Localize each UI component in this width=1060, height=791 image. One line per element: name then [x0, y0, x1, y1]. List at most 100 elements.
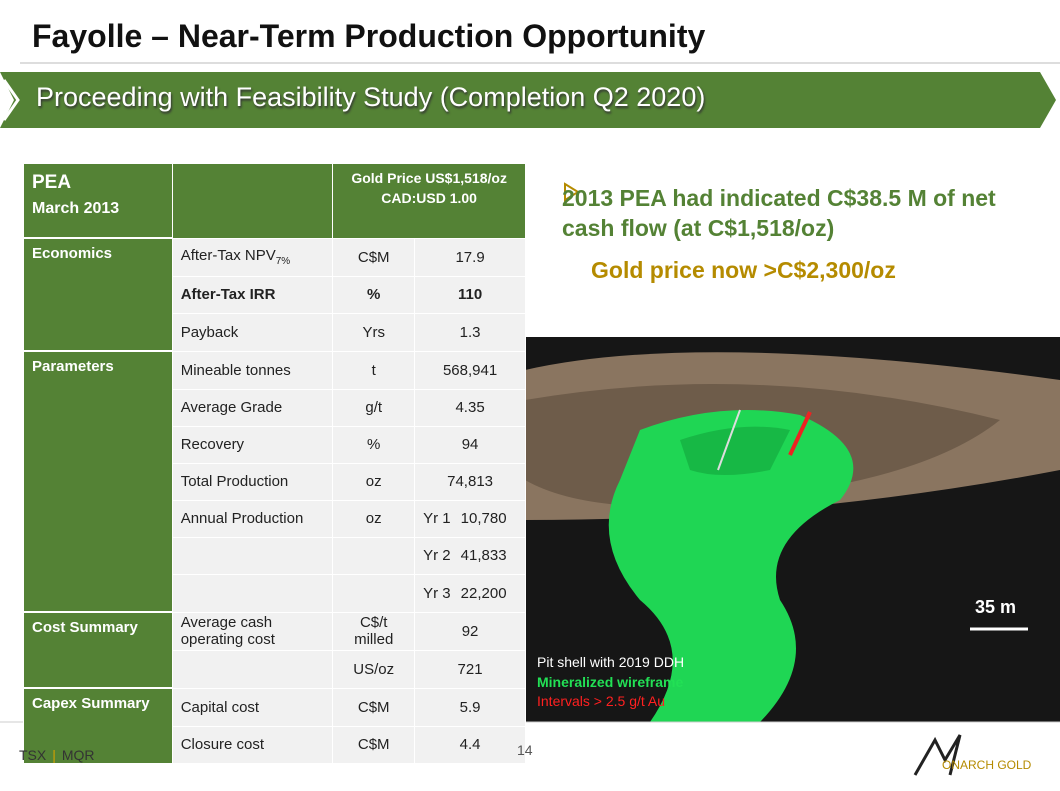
banner-shape	[0, 72, 1056, 128]
value-cell: 568,941	[414, 350, 526, 390]
bullet-arrow	[564, 182, 580, 202]
legend-pit: Pit shell with 2019 DDH	[537, 654, 685, 670]
year-label: Yr 3	[423, 584, 451, 602]
legend-intervals: Intervals > 2.5 g/t Au	[537, 693, 666, 709]
unit-cell: t	[332, 350, 416, 390]
table-row: Total Production oz 74,813	[23, 462, 526, 501]
table-row: Payback Yrs 1.3	[23, 312, 526, 352]
section-cell	[23, 276, 173, 313]
section-cell	[23, 537, 173, 574]
header-cell	[171, 163, 334, 239]
drill-interval	[788, 411, 812, 456]
value: 1.3	[459, 323, 481, 341]
pea-table: PEA March 2013 Gold Price US$1,518/oz CAD:…	[23, 163, 526, 764]
separator: |	[52, 747, 56, 763]
unit-cell: US/oz	[332, 649, 416, 689]
item-cell: Average cash operating cost	[171, 611, 334, 651]
value-cell: 94	[414, 425, 526, 464]
value-cell: 92	[414, 611, 526, 651]
value-cell: Yr 3 22,200	[414, 573, 526, 613]
table-header: PEA March 2013 Gold Price US$1,518/oz CAD:…	[23, 163, 526, 239]
exchange: TSX	[19, 747, 47, 763]
section-cell	[23, 650, 173, 688]
item-label: Total Production	[180, 473, 289, 490]
item-subscript: 7%	[275, 256, 291, 267]
section-cell: Capex Summary	[23, 687, 173, 726]
section-cell	[23, 574, 173, 612]
table-row: After-Tax IRR% 110	[23, 275, 526, 314]
value: 4.35	[455, 399, 485, 416]
bullet-text: 2013 PEA had indicated C$38.5 M of net c…	[562, 185, 996, 241]
table-row: Yr 2 41,833	[23, 536, 526, 575]
item-cell	[171, 573, 334, 613]
item-cell	[171, 536, 334, 575]
page-number: 14	[517, 742, 533, 758]
section-cell	[23, 500, 173, 537]
value: 568,941	[442, 361, 498, 379]
item-label: Capital cost	[180, 698, 260, 716]
section-cell	[23, 463, 173, 500]
item-cell: Recovery	[171, 425, 334, 464]
value: 10,780	[460, 510, 507, 527]
section-cell: Cost Summary	[23, 611, 173, 650]
item-label: Average cash operating cost	[180, 614, 275, 648]
header-price: Gold Price US$1,518/oz	[351, 170, 507, 186]
value: 4.4	[459, 736, 481, 753]
item-label: After-Tax NPV	[180, 247, 276, 264]
scale-label: 35 m	[975, 597, 1017, 617]
value: 74,813	[447, 473, 494, 490]
table-row: Annual Production oz Yr 1 10,780	[23, 499, 526, 538]
table-row: Closure cost C$M 4.4	[23, 725, 526, 764]
logo-mark	[913, 734, 962, 776]
item-label: Annual Production	[180, 510, 304, 527]
item-cell: After-Tax NPV7%	[171, 237, 334, 277]
header-cell: PEA March 2013	[23, 163, 173, 239]
logo-text: ONARCH GOLD	[942, 758, 1032, 772]
item-label: Mineable tonnes	[180, 361, 291, 379]
unit-cell: g/t	[332, 388, 416, 427]
gold-note: Gold price now >C$2,300/oz	[591, 257, 896, 283]
unit-cell: C$M	[332, 725, 416, 764]
value: 721	[457, 660, 483, 678]
section-cell: Parameters	[23, 350, 173, 389]
section-cell	[23, 426, 173, 463]
unit-cell: Yrs	[332, 312, 416, 352]
item-label: Average Grade	[180, 399, 283, 416]
item-cell: Total Production	[171, 462, 334, 501]
unit-cell: oz	[332, 499, 416, 538]
value-cell: 74,813	[414, 462, 526, 501]
year-label: Yr 1	[423, 510, 451, 527]
value-cell: 4.4	[414, 725, 526, 764]
table-row: Yr 3 22,200	[23, 573, 526, 613]
table-row: US/oz 721	[23, 649, 526, 689]
item-cell: Annual Production	[171, 499, 334, 538]
footer-ticker: TSX | MQR	[19, 747, 95, 763]
value: 41,833	[460, 547, 507, 564]
unit-cell: %	[332, 275, 416, 314]
legend-wireframe: Mineralized wireframe	[537, 674, 684, 690]
header-fx: CAD:USD 1.00	[381, 190, 477, 206]
unit-cell: oz	[332, 462, 416, 501]
table-row: Economics After-Tax NPV7% C$M 17.9	[23, 237, 526, 277]
value: 17.9	[455, 248, 485, 266]
item-label: Closure cost	[180, 736, 265, 753]
header-pea: PEA	[32, 172, 72, 193]
wireframe	[608, 410, 854, 722]
unit-cell	[332, 573, 416, 613]
table-row: Average Grade g/t 4.35	[23, 388, 526, 427]
unit-cell: %	[332, 425, 416, 464]
table-row: Cost Summary Average cash operating cost C…	[23, 611, 526, 651]
table-row: Capex Summary Capital cost C$M 5.9	[23, 687, 526, 727]
item-cell: Mineable tonnes	[171, 350, 334, 390]
value: 110	[457, 286, 483, 303]
unit-cell: C$M	[332, 687, 416, 727]
table-row: Parameters Mineable tonnes t 568,941	[23, 350, 526, 390]
table-row: Recovery% 94	[23, 425, 526, 464]
section-cell: Economics	[23, 237, 173, 276]
slide-title: Fayolle – Near-Term Production Opportuni…	[32, 18, 706, 54]
banner-text: Proceeding with Feasibility Study (Compl…	[36, 82, 706, 112]
item-label: After-Tax IRR	[180, 286, 276, 303]
year-label: Yr 2	[423, 547, 451, 564]
